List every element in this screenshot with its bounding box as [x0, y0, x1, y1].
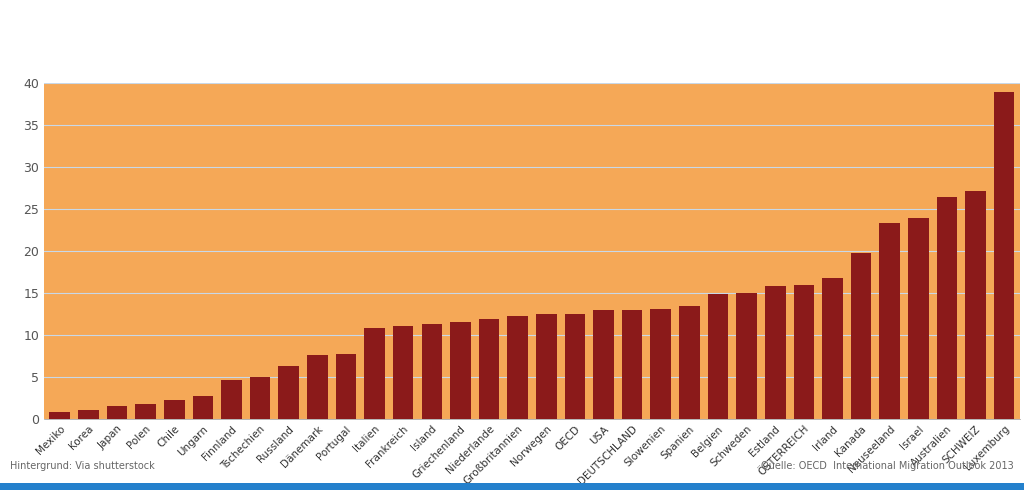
Bar — [708, 294, 728, 419]
Bar — [0, 483, 1024, 490]
Bar — [908, 218, 929, 419]
Text: Bunte Vielfalt: Bunte Vielfalt — [49, 24, 274, 52]
Bar — [765, 286, 785, 419]
Bar — [221, 380, 242, 419]
Text: Hintergrund: Via shutterstock: Hintergrund: Via shutterstock — [10, 461, 155, 471]
Bar — [851, 253, 871, 419]
Text: Quelle: OECD  International Migration Outlook 2013: Quelle: OECD International Migration Out… — [761, 461, 1014, 471]
Text: Menschen, die im Ausland geboren wurden, als Anteil an der Gesamtbevölkerung, in: Menschen, die im Ausland geboren wurden,… — [49, 51, 603, 61]
Bar — [365, 328, 385, 419]
Bar — [564, 314, 585, 419]
Bar — [451, 322, 471, 419]
Bar — [593, 310, 613, 419]
Bar — [307, 355, 328, 419]
Bar — [794, 285, 814, 419]
Bar — [49, 412, 70, 419]
Bar — [164, 400, 184, 419]
Bar — [536, 314, 557, 419]
Bar — [250, 377, 270, 419]
Bar — [622, 310, 642, 419]
Bar — [937, 197, 957, 419]
Bar — [393, 326, 414, 419]
Bar — [679, 306, 699, 419]
Bar — [422, 324, 442, 419]
Bar — [135, 404, 156, 419]
Bar — [966, 191, 986, 419]
Bar — [106, 406, 127, 419]
Bar — [507, 316, 528, 419]
Bar — [880, 222, 900, 419]
Bar — [336, 354, 356, 419]
Bar — [994, 92, 1015, 419]
Bar — [650, 309, 671, 419]
Bar — [78, 410, 98, 419]
Bar — [193, 396, 213, 419]
Bar — [279, 366, 299, 419]
Bar — [822, 278, 843, 419]
Bar — [479, 319, 500, 419]
Bar — [736, 293, 757, 419]
Text: »: » — [8, 9, 37, 52]
